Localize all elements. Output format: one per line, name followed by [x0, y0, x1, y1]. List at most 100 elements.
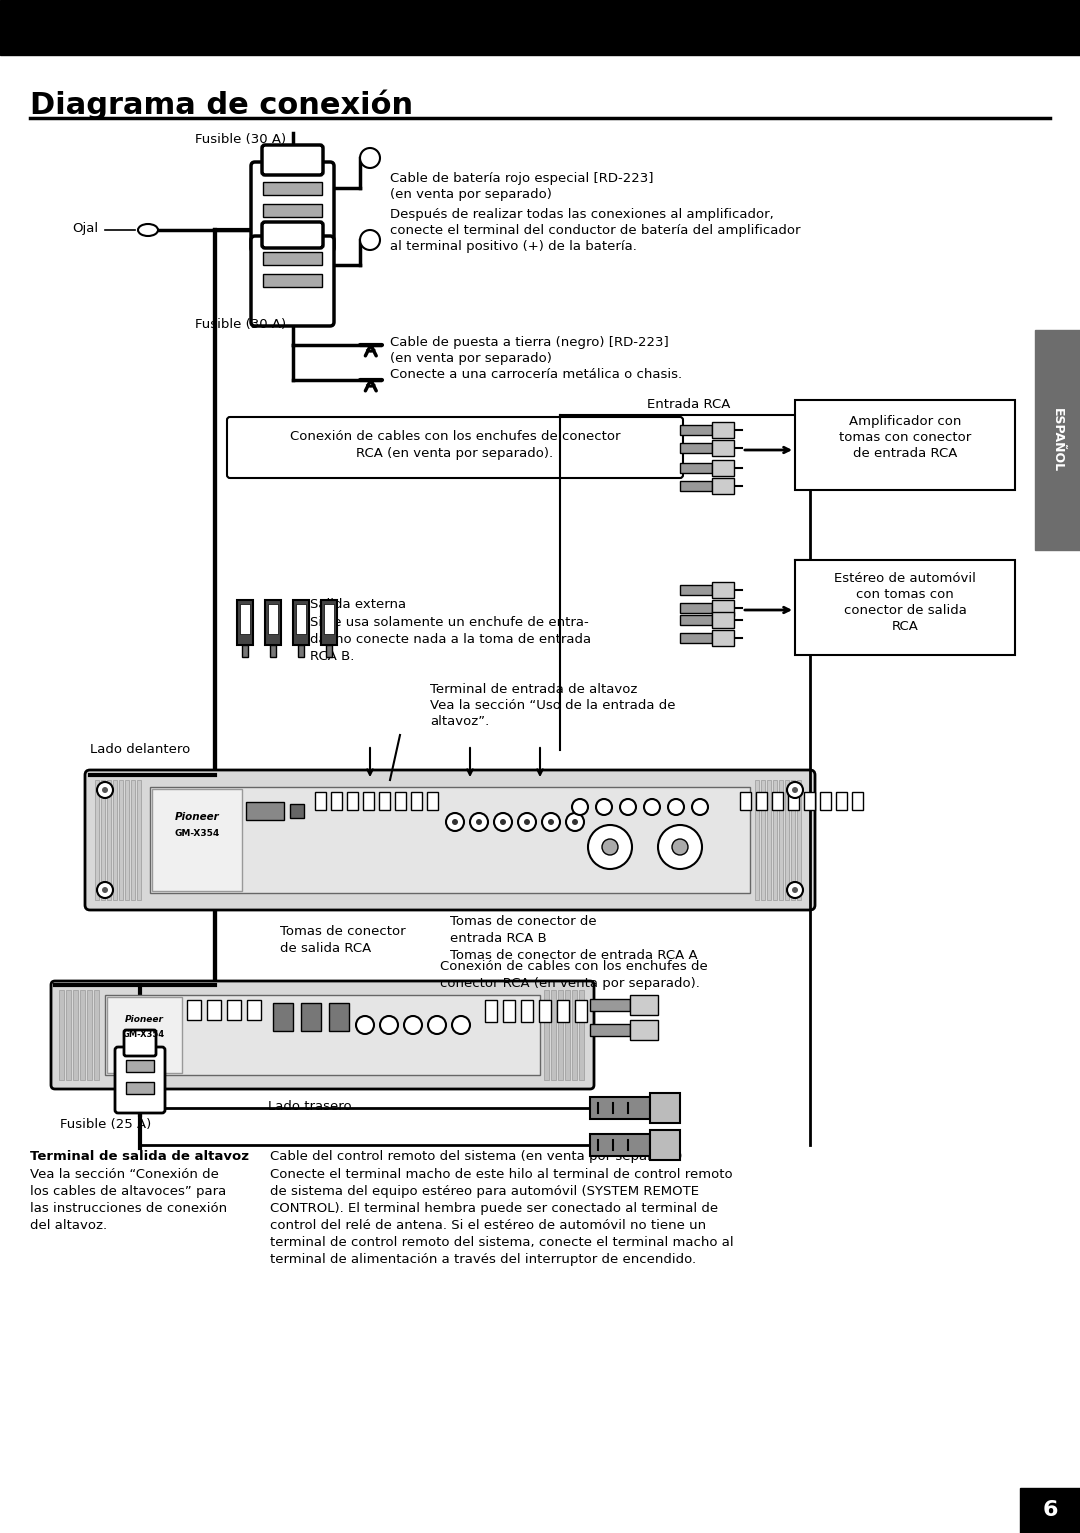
Text: CONTROL). El terminal hembra puede ser conectado al terminal de: CONTROL). El terminal hembra puede ser c…: [270, 1202, 718, 1216]
Bar: [270, 645, 276, 658]
Circle shape: [470, 812, 488, 831]
Bar: [150, 786, 750, 894]
FancyBboxPatch shape: [262, 222, 323, 248]
Circle shape: [102, 786, 108, 793]
Bar: [126, 1082, 154, 1095]
Text: Conexión de cables con los enchufes de: Conexión de cables con los enchufes de: [440, 960, 707, 973]
FancyBboxPatch shape: [51, 981, 594, 1088]
Text: de sistema del equipo estéreo para automóvil (SYSTEM REMOTE: de sistema del equipo estéreo para autom…: [270, 1185, 699, 1197]
Circle shape: [658, 825, 702, 869]
Circle shape: [787, 782, 804, 799]
Bar: [761, 780, 765, 900]
Circle shape: [97, 782, 113, 799]
Text: Conecte a una carrocería metálica o chasis.: Conecte a una carrocería metálica o chas…: [390, 368, 683, 382]
Bar: [66, 990, 71, 1081]
Ellipse shape: [138, 224, 158, 236]
Text: RCA B.: RCA B.: [310, 650, 354, 662]
Bar: [326, 645, 332, 658]
Bar: [712, 630, 734, 645]
Bar: [94, 990, 99, 1081]
Text: del altavoz.: del altavoz.: [30, 1219, 107, 1233]
Bar: [795, 560, 1015, 655]
Bar: [788, 793, 799, 809]
Bar: [131, 780, 135, 900]
Bar: [590, 1134, 650, 1156]
Bar: [773, 780, 777, 900]
Bar: [187, 1000, 201, 1019]
Bar: [379, 793, 390, 809]
Bar: [207, 1000, 221, 1019]
Bar: [427, 793, 438, 809]
Circle shape: [644, 799, 660, 816]
Text: Diagrama de conexión: Diagrama de conexión: [30, 90, 414, 121]
Circle shape: [380, 1016, 399, 1033]
Text: Pioneer: Pioneer: [175, 812, 219, 822]
Text: Tomas de conector: Tomas de conector: [280, 924, 406, 938]
Circle shape: [356, 1016, 374, 1033]
Text: entrada RCA B: entrada RCA B: [450, 932, 546, 944]
Bar: [680, 615, 712, 625]
Bar: [712, 422, 734, 438]
Bar: [126, 1059, 154, 1072]
Bar: [565, 990, 570, 1081]
Bar: [107, 780, 111, 900]
Text: Lado delantero: Lado delantero: [90, 744, 190, 756]
Bar: [712, 478, 734, 494]
Bar: [0, 0, 1080, 55]
Circle shape: [792, 888, 798, 894]
Text: Tomas de conector de entrada RCA A: Tomas de conector de entrada RCA A: [450, 949, 698, 963]
Bar: [852, 793, 863, 809]
Circle shape: [669, 799, 684, 816]
Bar: [630, 1019, 658, 1039]
Bar: [293, 599, 309, 645]
Circle shape: [792, 786, 798, 793]
Circle shape: [572, 799, 588, 816]
Text: Cable de puesta a tierra (negro) [RD-223]: Cable de puesta a tierra (negro) [RD-223…: [390, 336, 669, 350]
Bar: [237, 599, 253, 645]
Bar: [105, 995, 540, 1075]
Bar: [246, 802, 284, 820]
Bar: [395, 793, 406, 809]
Circle shape: [476, 819, 482, 825]
Bar: [242, 645, 248, 658]
Bar: [411, 793, 422, 809]
FancyBboxPatch shape: [251, 162, 334, 251]
FancyBboxPatch shape: [114, 1047, 165, 1113]
Bar: [836, 793, 847, 809]
Text: Lado trasero: Lado trasero: [268, 1101, 352, 1113]
Bar: [650, 1130, 680, 1160]
Bar: [73, 990, 78, 1081]
Text: Tomas de conector de: Tomas de conector de: [450, 915, 596, 927]
FancyBboxPatch shape: [227, 417, 683, 478]
FancyBboxPatch shape: [251, 236, 334, 327]
Circle shape: [518, 812, 536, 831]
Circle shape: [787, 881, 804, 898]
Text: Entrada RCA: Entrada RCA: [647, 399, 730, 411]
Bar: [557, 1000, 569, 1023]
Text: Pioneer: Pioneer: [124, 1015, 163, 1024]
Text: Fusible (30 A): Fusible (30 A): [195, 317, 286, 331]
Bar: [740, 793, 751, 809]
Circle shape: [620, 799, 636, 816]
Bar: [680, 443, 712, 452]
Bar: [291, 803, 303, 819]
Bar: [87, 990, 92, 1081]
Circle shape: [404, 1016, 422, 1033]
Bar: [321, 599, 337, 645]
Circle shape: [446, 812, 464, 831]
Text: ESPAÑOL: ESPAÑOL: [1051, 408, 1064, 472]
Text: de salida RCA: de salida RCA: [280, 941, 372, 955]
Bar: [137, 780, 141, 900]
Bar: [820, 793, 831, 809]
Text: Amplificador con: Amplificador con: [849, 415, 961, 428]
Text: control del relé de antena. Si el estéreo de automóvil no tiene un: control del relé de antena. Si el estére…: [270, 1219, 706, 1233]
Text: al terminal positivo (+) de la batería.: al terminal positivo (+) de la batería.: [390, 241, 637, 253]
Bar: [590, 1098, 650, 1119]
Bar: [102, 780, 105, 900]
Bar: [579, 990, 584, 1081]
Bar: [756, 793, 767, 809]
Bar: [712, 612, 734, 629]
Bar: [772, 793, 783, 809]
Text: Fusible (25 A): Fusible (25 A): [60, 1118, 151, 1131]
Bar: [324, 604, 334, 635]
